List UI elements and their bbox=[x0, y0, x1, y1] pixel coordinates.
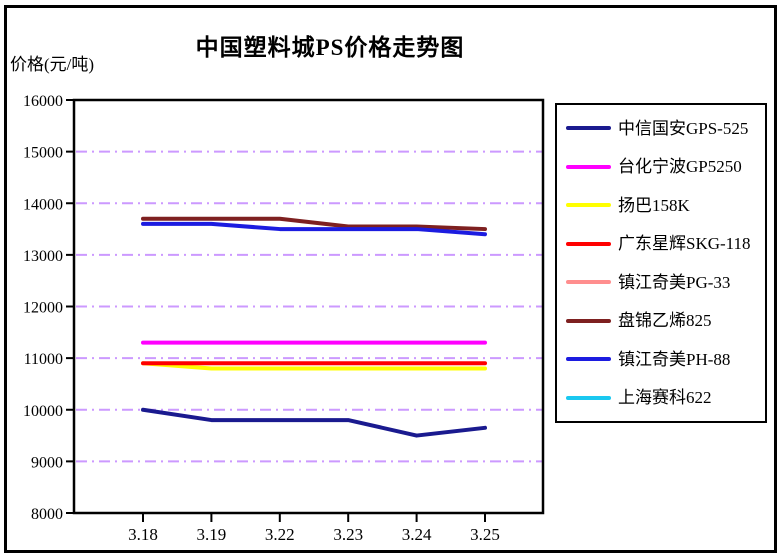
legend-line-swatch bbox=[566, 164, 611, 169]
legend-item: 盘锦乙烯825 bbox=[557, 312, 765, 329]
series-line bbox=[141, 221, 487, 237]
y-tick-label: 11000 bbox=[24, 351, 63, 368]
legend-label: 镇江奇美PH-88 bbox=[618, 349, 731, 369]
x-tick-label: 3.19 bbox=[197, 525, 227, 544]
legend-label: 台化宁波GP5250 bbox=[618, 157, 742, 177]
legend-line-swatch bbox=[566, 203, 611, 208]
y-tick-label: 15000 bbox=[23, 145, 63, 162]
legend-label: 扬巴158K bbox=[618, 195, 690, 215]
legend-line-swatch bbox=[566, 395, 611, 400]
y-tick-label: 12000 bbox=[23, 300, 63, 317]
y-tick-label: 10000 bbox=[23, 403, 63, 420]
legend-item: 上海赛科622 bbox=[557, 389, 765, 406]
legend-item: 镇江奇美PG-33 bbox=[557, 274, 765, 291]
legend-item: 台化宁波GP5250 bbox=[557, 158, 765, 175]
x-tick-label: 3.24 bbox=[402, 525, 432, 544]
series-line bbox=[141, 216, 487, 232]
legend-item: 广东星辉SKG-118 bbox=[557, 235, 765, 252]
y-tick-label: 16000 bbox=[23, 93, 63, 110]
x-tick-label: 3.25 bbox=[470, 525, 500, 544]
y-tick-label: 9000 bbox=[31, 454, 63, 471]
y-tick-label: 13000 bbox=[23, 248, 63, 265]
y-axis-title: 价格(元/吨) bbox=[10, 55, 95, 74]
x-tick-label: 3.18 bbox=[128, 525, 158, 544]
legend-line-swatch bbox=[566, 318, 611, 323]
legend-label: 中信国安GPS-525 bbox=[618, 118, 749, 138]
legend-label: 广东星辉SKG-118 bbox=[618, 234, 751, 254]
x-tick-label: 3.23 bbox=[333, 525, 363, 544]
series-line bbox=[141, 361, 487, 371]
legend: 中信国安GPS-525 台化宁波GP5250 扬巴158K 广东星辉SKG-11… bbox=[555, 103, 767, 423]
legend-label: 上海赛科622 bbox=[618, 388, 712, 408]
legend-line-swatch bbox=[566, 241, 611, 246]
legend-line-swatch bbox=[566, 357, 611, 362]
legend-item: 镇江奇美PH-88 bbox=[557, 351, 765, 368]
legend-line-swatch bbox=[566, 126, 611, 131]
legend-item: 中信国安GPS-525 bbox=[557, 120, 765, 137]
legend-item: 扬巴158K bbox=[557, 197, 765, 214]
legend-label: 镇江奇美PG-33 bbox=[618, 272, 731, 292]
series-line bbox=[141, 407, 487, 438]
legend-line-swatch bbox=[566, 280, 611, 285]
x-tick-label: 3.22 bbox=[265, 525, 295, 544]
y-tick-label: 14000 bbox=[23, 196, 63, 213]
legend-label: 盘锦乙烯825 bbox=[618, 311, 712, 331]
y-tick-label: 8000 bbox=[31, 506, 63, 523]
chart-title: 中国塑料城PS价格走势图 bbox=[195, 35, 465, 60]
